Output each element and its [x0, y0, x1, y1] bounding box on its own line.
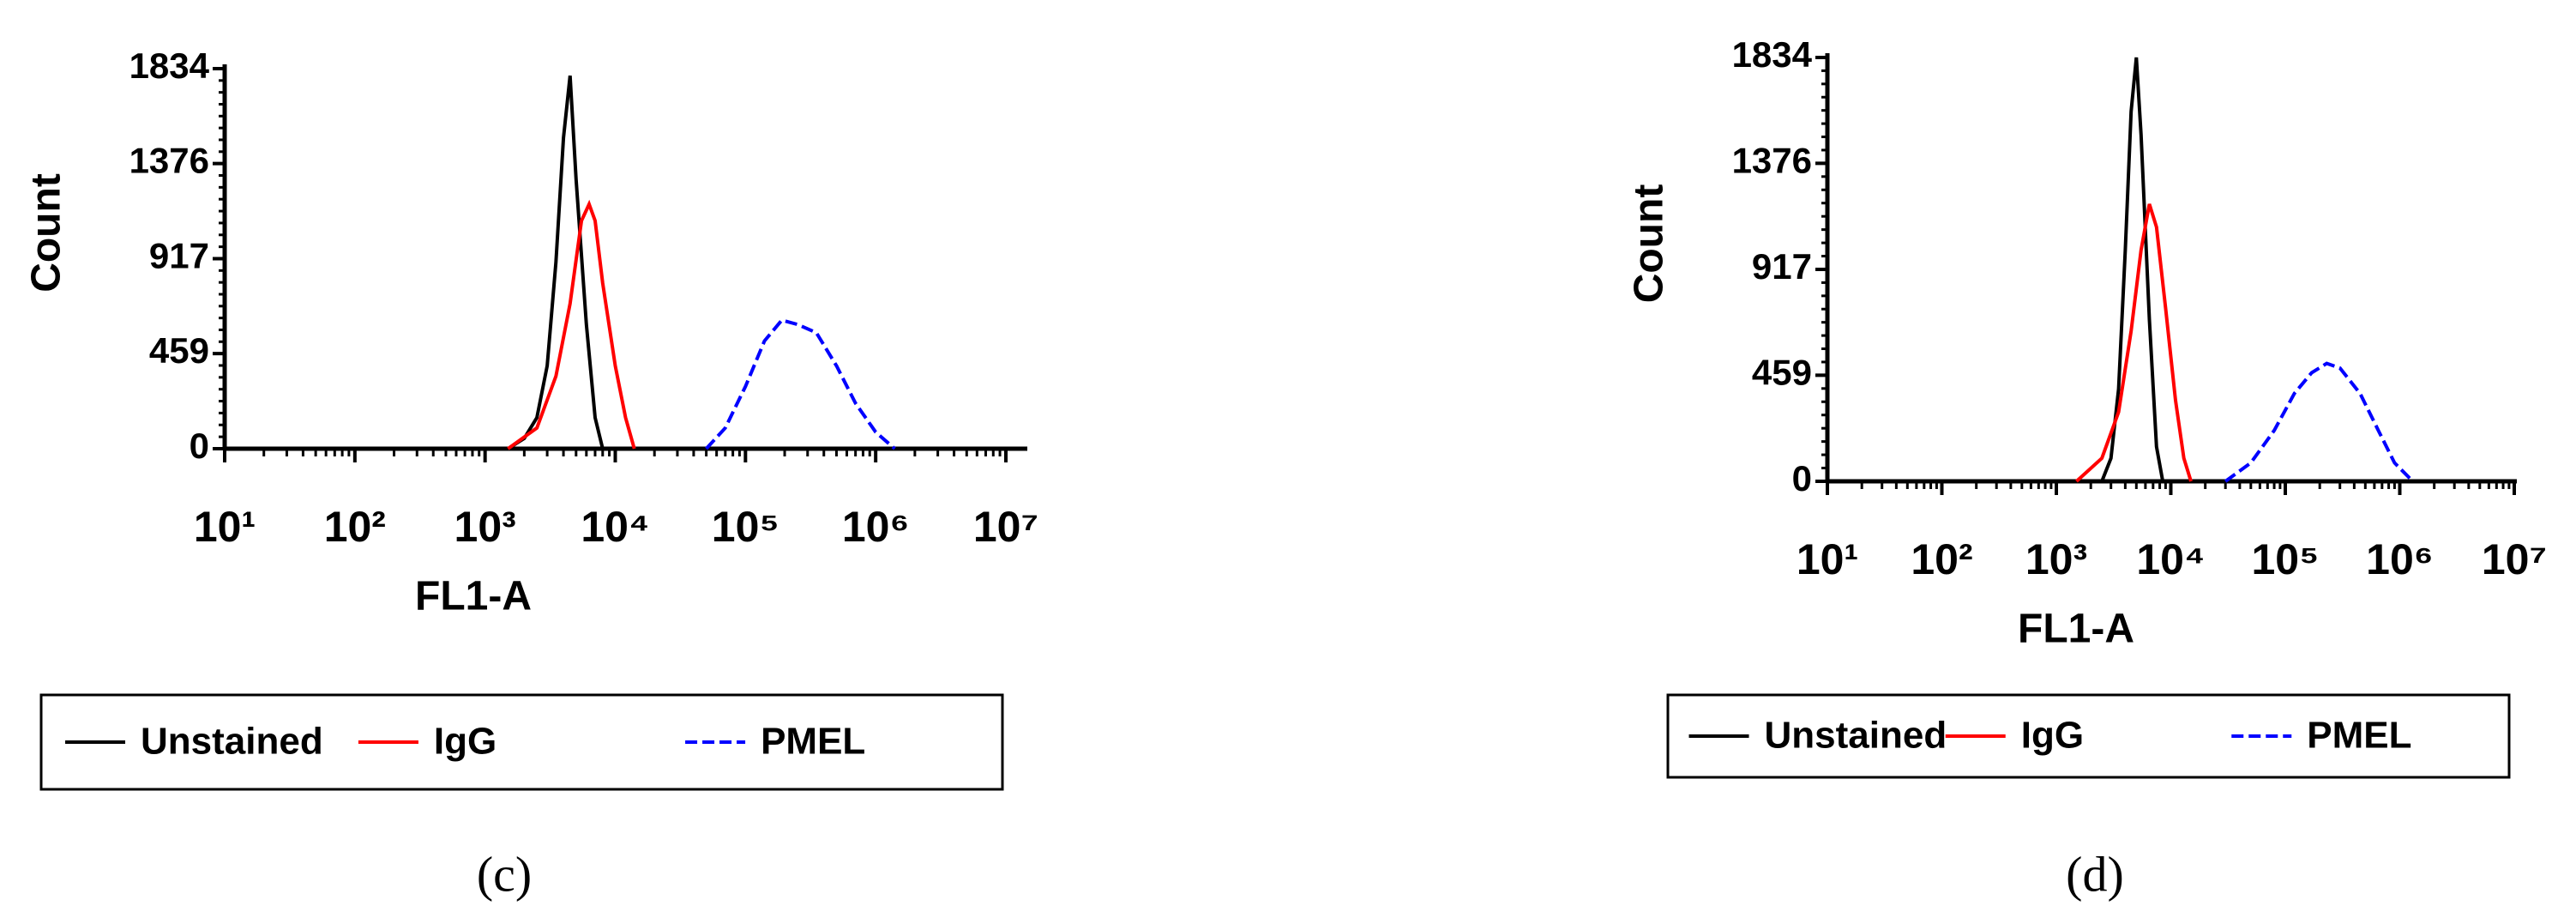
y-tick-label: 1376	[1732, 140, 1812, 180]
series-line	[705, 317, 896, 450]
x-tick-label: 10⁷	[2482, 535, 2547, 583]
legend-label: PMEL	[2307, 715, 2411, 757]
x-axis-title: FL1-A	[2018, 607, 2134, 652]
x-axis-title: FL1-A	[415, 574, 532, 619]
series-line	[507, 75, 605, 450]
caption: (c)	[477, 846, 532, 902]
y-tick-label: 0	[190, 426, 209, 466]
y-axis-title: Count	[24, 173, 69, 293]
legend-label: IgG	[2021, 715, 2084, 757]
x-tick-label: 10⁵	[2251, 535, 2319, 583]
x-tick-label: 10⁵	[712, 503, 779, 551]
x-tick-label: 10⁴	[2136, 535, 2205, 583]
legend-label: Unstained	[1765, 715, 1947, 757]
x-tick-label: 10²	[1911, 535, 1972, 583]
legend-box	[1666, 693, 2511, 779]
y-tick-label: 459	[1752, 352, 1812, 392]
y-tick-label: 1834	[1732, 34, 1813, 75]
x-tick-label: 10⁴	[581, 503, 649, 551]
x-tick-label: 10¹	[194, 503, 256, 551]
x-tick-label: 10²	[324, 503, 386, 551]
x-tick-label: 10³	[2025, 535, 2087, 583]
legend-label: IgG	[434, 721, 497, 763]
series-line	[507, 199, 636, 450]
x-tick-label: 10⁷	[973, 503, 1038, 551]
x-tick-label: 10³	[454, 503, 516, 551]
series-line	[2224, 361, 2415, 483]
series-line	[2100, 57, 2165, 482]
x-tick-label: 10⁶	[842, 503, 910, 551]
legend-label: Unstained	[141, 721, 323, 763]
y-tick-label: 459	[149, 330, 209, 371]
y-tick-label: 1834	[129, 45, 210, 86]
y-tick-label: 0	[1792, 458, 1812, 498]
legend-box	[39, 693, 1004, 791]
caption: (d)	[2066, 846, 2124, 902]
y-tick-label: 917	[149, 236, 209, 276]
series-line	[2075, 203, 2193, 483]
x-tick-label: 10¹	[1797, 535, 1858, 583]
legend-label: PMEL	[761, 721, 865, 763]
x-tick-label: 10⁶	[2366, 535, 2434, 583]
y-axis-title: Count	[1627, 184, 1672, 304]
y-tick-label: 917	[1752, 246, 1812, 287]
y-tick-label: 1376	[129, 141, 209, 181]
